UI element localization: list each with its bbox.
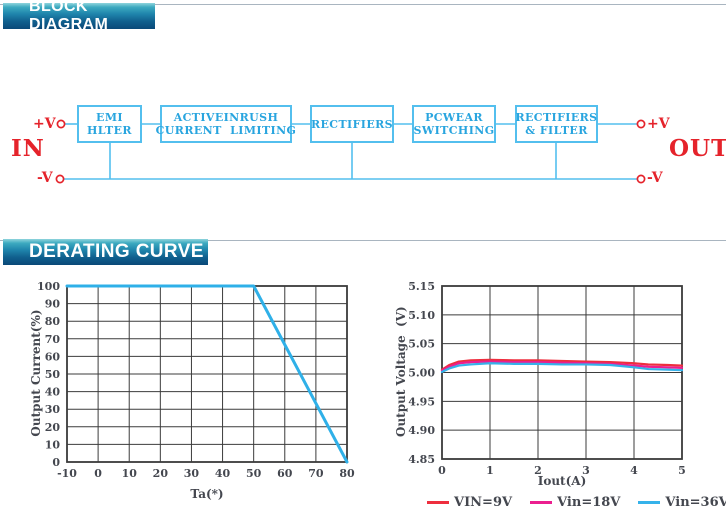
block-rect-filter-line2: & FILTER	[525, 124, 588, 137]
block-inrush-line2: CURRENT LIMITING	[155, 124, 297, 137]
x-tick-label: -10	[57, 467, 77, 480]
x-tick-label: 0	[438, 464, 446, 477]
legend-swatch-vin18	[530, 501, 553, 504]
terminal-circle-out-plus	[636, 119, 646, 129]
derating-xlabel: Ta(*)	[190, 487, 224, 501]
y-tick-label: 40	[45, 386, 61, 399]
legend-swatch-vin36	[638, 501, 661, 504]
x-tick-label: 20	[153, 467, 169, 480]
block-emi-filter-line1: EMI	[96, 111, 123, 124]
series-VIN-9V	[440, 358, 684, 371]
x-tick-label: 2	[534, 464, 542, 477]
y-tick-label: 4.95	[408, 395, 435, 408]
x-tick-label: 70	[308, 467, 324, 480]
series-Vin-18V	[440, 360, 684, 372]
y-tick-label: 100	[37, 280, 60, 293]
input-terminal-positive-label: +V	[33, 116, 56, 132]
separator-line-top	[0, 4, 726, 5]
section-header-derating-curve: DERATING CURVE	[3, 239, 208, 265]
y-tick-label: 90	[45, 298, 61, 311]
y-tick-label: 50	[45, 368, 61, 381]
terminal-circle-out-minus	[636, 174, 646, 184]
x-tick-label: 40	[215, 467, 231, 480]
output-terminal-positive-label: +V	[647, 116, 670, 132]
legend-label-vin9: VIN=9V	[454, 495, 513, 510]
y-tick-label: 5.10	[408, 309, 435, 322]
terminal-circle-in-minus	[55, 174, 65, 184]
x-tick-label: 50	[246, 467, 262, 480]
input-terminal-negative-label: -V	[37, 170, 53, 186]
series-output-current	[65, 284, 349, 464]
x-tick-label: 0	[94, 467, 102, 480]
block-emi-filter: EMI HLTER	[77, 105, 142, 143]
y-tick-label: 5.15	[408, 280, 435, 293]
x-tick-label: 30	[184, 467, 200, 480]
derating-ylabel: Output Current(%)	[29, 309, 43, 437]
output-terminal-negative-label: -V	[647, 170, 663, 186]
y-tick-label: 5.05	[408, 338, 435, 351]
block-inrush-line1: ACTIVEINRUSH	[173, 111, 279, 124]
y-tick-label: 10	[45, 438, 61, 451]
legend-label-vin18: Vin=18V	[557, 495, 621, 510]
section-title-derating-curve: DERATING CURVE	[29, 241, 204, 262]
x-tick-label: 5	[678, 464, 686, 477]
block-rectifiers: RECTIFIERS	[310, 105, 394, 143]
x-tick-label: 60	[277, 467, 293, 480]
legend-item-vin36: Vin=36V	[638, 495, 726, 510]
block-rect-filter-line1: RECTIFIERS	[515, 111, 598, 124]
x-tick-label: 1	[486, 464, 494, 477]
legend: VIN=9V Vin=18V Vin=36V	[427, 495, 726, 510]
block-rectifiers-filter: RECTIFIERS & FILTER	[515, 105, 598, 143]
y-tick-label: 60	[45, 350, 61, 363]
output-voltage-chart-svg: 0 1 2 3 4 5 4.85 4.90 4.95 5.00 5.05 5.10 5.15	[408, 280, 686, 477]
derating-chart-svg: -10 0 10 20 30 40 50 60 70 8001020304050607080901…	[37, 280, 355, 480]
legend-item-vin9: VIN=9V	[427, 495, 512, 510]
section-header-block-diagram: BLOCK DIAGRAM	[3, 0, 155, 33]
y-tick-label: 20	[45, 421, 61, 434]
x-tick-label: 4	[630, 464, 638, 477]
voltage-xlabel: Iout(A)	[537, 474, 587, 488]
block-pwm-line1: PCWEAR	[425, 111, 483, 124]
x-tick-label: 10	[122, 467, 138, 480]
y-tick-label: 4.90	[408, 424, 435, 437]
block-pwm-line2: SWITCHING	[413, 124, 495, 137]
legend-label-vin36: Vin=36V	[665, 495, 726, 510]
input-label: IN	[11, 135, 45, 162]
output-label: OUT	[669, 135, 726, 162]
y-tick-label: 70	[45, 333, 61, 346]
terminal-circle-in-plus	[56, 119, 66, 129]
block-pwm-switching: PCWEAR SWITCHING	[412, 105, 496, 143]
block-rectifiers-line1: RECTIFIERS	[310, 117, 394, 131]
diagram-connectors-svg	[55, 119, 646, 184]
y-tick-label: 80	[45, 315, 61, 328]
y-tick-label: 4.85	[408, 453, 435, 466]
y-tick-label: 0	[52, 456, 60, 469]
x-tick-label: 80	[339, 467, 355, 480]
block-emi-filter-line2: HLTER	[87, 124, 132, 137]
series-Vin-36V	[440, 362, 684, 374]
x-tick-label: 3	[582, 464, 590, 477]
block-inrush-current-limiting: ACTIVEINRUSH CURRENT LIMITING	[156, 105, 296, 143]
legend-swatch-vin9	[427, 501, 449, 504]
y-tick-label: 30	[45, 403, 61, 416]
voltage-ylabel: Output Voltage (V)	[394, 306, 408, 437]
section-title-block-diagram: BLOCK DIAGRAM	[29, 0, 109, 33]
legend-item-vin18: Vin=18V	[530, 495, 620, 510]
y-tick-label: 5.00	[408, 367, 435, 380]
separator-line-derating	[0, 240, 726, 241]
